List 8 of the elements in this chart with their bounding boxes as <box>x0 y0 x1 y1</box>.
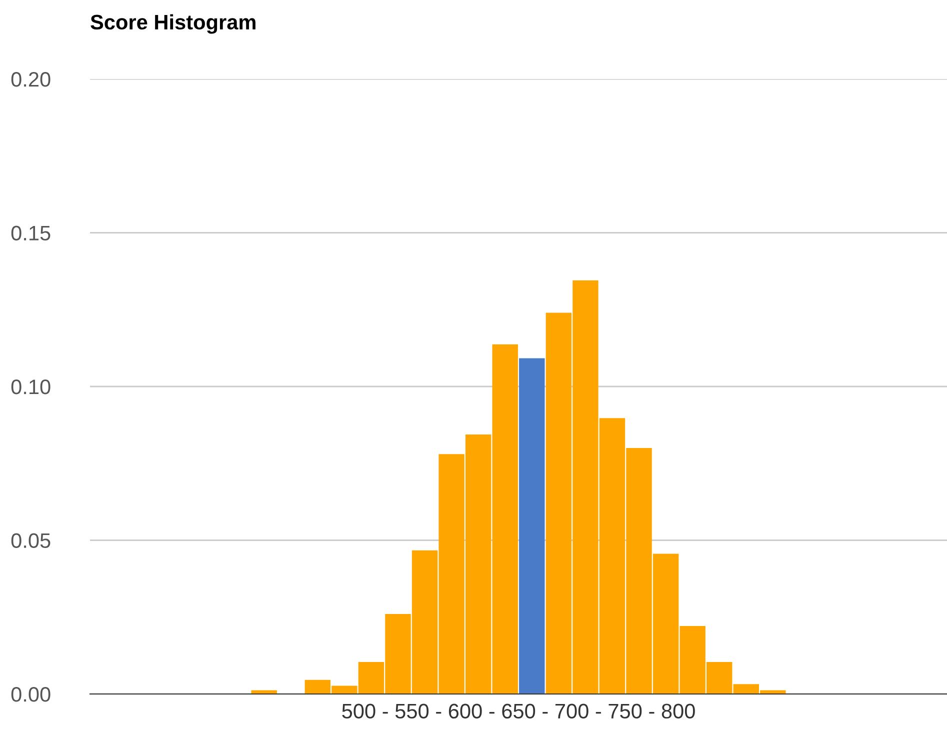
x-axis-title: 500 - 550 - 600 - 650 - 700 - 750 - 800 <box>342 704 695 719</box>
chart-title: Score Histogram <box>90 14 256 34</box>
y-tick-label: 0.10 <box>11 380 50 394</box>
y-tick-label: 0.00 <box>11 687 50 702</box>
y-tick-label: 0.15 <box>11 226 50 241</box>
bar <box>519 358 545 694</box>
y-tick-label: 0.05 <box>11 533 50 548</box>
y-tick-label: 0.20 <box>11 72 50 87</box>
